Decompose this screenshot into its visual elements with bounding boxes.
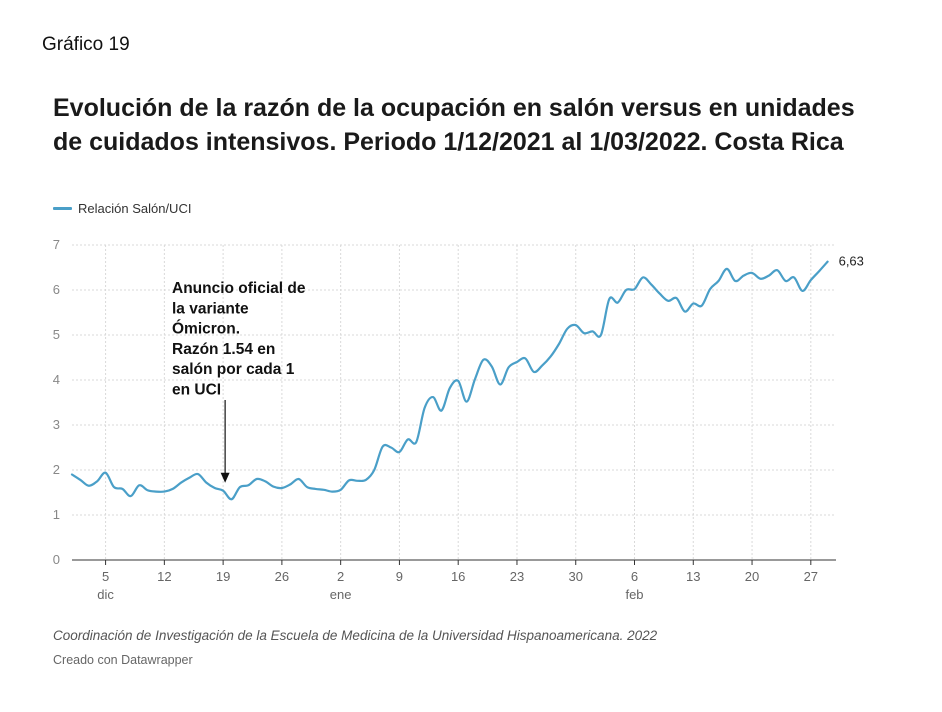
annotation-line: salón por cada 1 — [172, 361, 295, 378]
x-tick-sublabel: dic — [97, 587, 114, 602]
y-tick-label: 6 — [53, 282, 60, 297]
grid-lines — [72, 244, 836, 561]
x-tick-label: 12 — [157, 569, 171, 584]
chart-label: Gráfico 19 — [42, 34, 130, 55]
y-tick-label: 7 — [53, 237, 60, 252]
x-tick-label: 2 — [337, 569, 344, 584]
x-tick-label: 16 — [451, 569, 465, 584]
y-tick-label: 0 — [53, 552, 60, 567]
y-axis: 0 1 2 3 4 5 6 7 — [53, 237, 60, 567]
byline: Creado con Datawrapper — [53, 653, 193, 667]
annotation-line: Ómicron. — [172, 320, 240, 338]
x-tick-label: 13 — [686, 569, 700, 584]
y-tick-label: 2 — [53, 462, 60, 477]
x-tick-label: 26 — [275, 569, 289, 584]
legend: Relación Salón/UCI — [53, 201, 191, 216]
x-tick-sublabel: feb — [625, 587, 643, 602]
source-note: Coordinación de Investigación de la Escu… — [53, 628, 658, 643]
series-line — [70, 260, 829, 501]
x-tick-label: 23 — [510, 569, 524, 584]
x-tick-label: 30 — [569, 569, 583, 584]
x-tick-label: 5 — [102, 569, 109, 584]
y-tick-label: 1 — [53, 507, 60, 522]
series-end-label: 6,63 — [839, 254, 864, 269]
x-tick-label: 27 — [804, 569, 818, 584]
legend-swatch — [53, 207, 72, 210]
annotation-arrowhead — [220, 472, 230, 483]
annotation-line: la variante — [172, 300, 249, 317]
annotation-layer: Anuncio oficial de la variante Ómicron. Raz… — [172, 280, 306, 483]
chart-title: Evolución de la razón de la ocupación en… — [53, 94, 855, 156]
x-tick-sublabel: ene — [330, 587, 352, 602]
x-axis: 5 dic 12 19 26 2 ene 9 16 23 30 6 feb 13 20 27 — [97, 560, 818, 602]
y-tick-label: 5 — [53, 327, 60, 342]
annotation-line: Razón 1.54 en — [172, 341, 275, 358]
y-tick-label: 3 — [53, 417, 60, 432]
annotation-line: Anuncio oficial de — [172, 280, 306, 297]
series-layer: 6,63 — [70, 254, 864, 501]
x-tick-label: 20 — [745, 569, 759, 584]
y-tick-label: 4 — [53, 372, 60, 387]
x-tick-label: 19 — [216, 569, 230, 584]
legend-label: Relación Salón/UCI — [78, 201, 192, 216]
x-tick-label: 9 — [396, 569, 403, 584]
x-tick-label: 6 — [631, 569, 638, 584]
annotation-line: en UCI — [172, 382, 221, 399]
